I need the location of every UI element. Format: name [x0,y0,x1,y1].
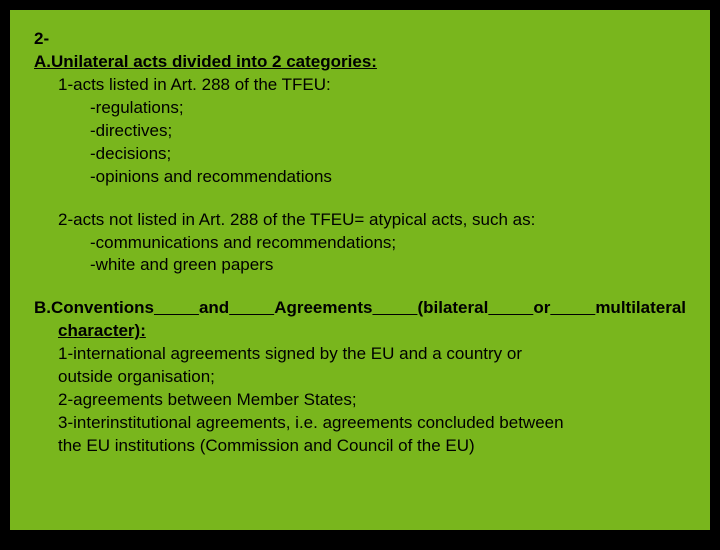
list-item-a2: 2-acts not listed in Art. 288 of the TFE… [34,209,686,232]
list-item-b: outside organisation; [34,366,686,389]
heading-b-word: and [199,297,229,320]
list-item-b: 3-interinstitutional agreements, i.e. ag… [34,412,686,435]
sub-item: -decisions; [34,143,686,166]
sub-item: -communications and recommendations; [34,232,686,255]
sub-item: -regulations; [34,97,686,120]
heading-b-word: Agreements [274,297,372,320]
slide-content: 2- A.Unilateral acts divided into 2 cate… [10,10,710,530]
heading-b-word: B.Conventions [34,297,154,320]
heading-b-word: multilateral [595,297,686,320]
list-item-b: 1-international agreements signed by the… [34,343,686,366]
heading-b-word: or [533,297,550,320]
sub-item: -white and green papers [34,254,686,277]
heading-a: A.Unilateral acts divided into 2 categor… [34,51,686,74]
list-item-b: 2-agreements between Member States; [34,389,686,412]
sub-item: -opinions and recommendations [34,166,686,189]
sub-item: -directives; [34,120,686,143]
spacer [34,189,686,209]
section-number: 2- [34,28,686,51]
list-item-b: the EU institutions (Commission and Coun… [34,435,686,458]
heading-b-line1: B.Conventions and Agreements (bilateral … [34,297,686,320]
heading-b-word: (bilateral [417,297,488,320]
list-item-a1: 1-acts listed in Art. 288 of the TFEU: [34,74,686,97]
spacer [34,277,686,297]
heading-b-line2: character): [34,320,686,343]
